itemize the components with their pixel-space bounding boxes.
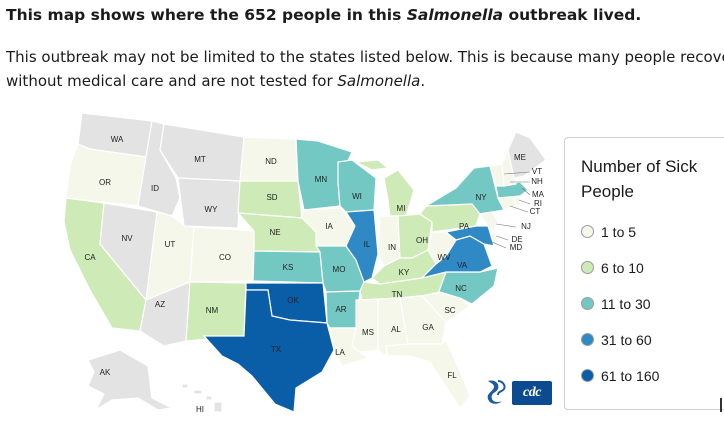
- state-label-OR: OR: [99, 178, 111, 187]
- state-label-TN: TN: [392, 290, 403, 299]
- state-label-MT: MT: [194, 155, 206, 164]
- state-label-SC: SC: [444, 306, 455, 315]
- state-label-KY: KY: [399, 268, 410, 277]
- legend-item-4: 31 to 60: [581, 331, 724, 348]
- state-label-KS: KS: [283, 263, 294, 272]
- state-label-FL: FL: [447, 371, 457, 380]
- state-label-CA: CA: [84, 253, 96, 262]
- heading-organism: Salmonella: [406, 6, 504, 24]
- legend-title: Number of Sick People: [581, 157, 698, 201]
- state-label-NE: NE: [269, 228, 280, 237]
- state-label-MA: MA: [532, 190, 545, 199]
- state-label-AK: AK: [100, 368, 111, 377]
- legend-item-5: 61 to 160: [581, 367, 724, 384]
- legend-swatch-2: [581, 261, 594, 274]
- legend-label-3: 11 to 30: [601, 295, 651, 312]
- note-organism: Salmonella: [337, 72, 421, 90]
- state-TX[interactable]: [202, 289, 335, 413]
- note-line-2-suffix: .: [420, 72, 426, 90]
- state-label-MN: MN: [315, 175, 328, 184]
- state-label-UT: UT: [165, 240, 176, 249]
- state-label-NC: NC: [455, 284, 467, 293]
- legend-label-5: 61 to 160: [601, 367, 660, 384]
- state-label-OH: OH: [416, 236, 428, 245]
- state-SC[interactable]: [420, 291, 472, 323]
- state-label-NJ: NJ: [521, 222, 531, 231]
- state-GA[interactable]: [399, 295, 447, 345]
- state-label-NM: NM: [206, 306, 219, 315]
- state-label-CO: CO: [219, 253, 231, 262]
- state-label-OK: OK: [287, 296, 299, 305]
- legend-item-1: 1 to 5: [581, 223, 724, 240]
- state-MD[interactable]: [444, 225, 495, 247]
- state-label-SD: SD: [266, 193, 277, 202]
- us-outbreak-map: WA OR CA NV ID MT WY UT AZ CO NM ND SD N…: [63, 112, 547, 414]
- legend-swatch-3: [581, 297, 594, 310]
- hhs-eagle-logo: [487, 380, 506, 404]
- state-label-GA: GA: [422, 323, 434, 332]
- state-label-VA: VA: [457, 261, 468, 270]
- state-IN[interactable]: [377, 215, 401, 267]
- state-label-NH: NH: [531, 177, 543, 186]
- heading-suffix: outbreak lived.: [503, 6, 642, 24]
- state-label-HI: HI: [196, 405, 204, 414]
- state-label-IN: IN: [388, 243, 396, 252]
- heading-prefix: This map shows where the 652 people in t…: [6, 6, 407, 24]
- state-label-PA: PA: [459, 222, 470, 231]
- state-label-WA: WA: [111, 135, 124, 144]
- legend-item-3: 11 to 30: [581, 295, 724, 312]
- state-label-MS: MS: [362, 328, 374, 337]
- map-legend: Number of Sick People 1 to 5 6 to 10 11 …: [564, 137, 724, 410]
- state-WY[interactable]: [177, 177, 241, 229]
- state-MS[interactable]: [351, 298, 379, 353]
- legend-label-4: 31 to 60: [601, 331, 652, 348]
- state-FL[interactable]: [385, 338, 471, 410]
- state-label-AR: AR: [335, 305, 346, 314]
- state-label-RI: RI: [534, 199, 542, 208]
- state-label-AZ: AZ: [155, 300, 165, 309]
- state-label-ME: ME: [514, 153, 526, 162]
- state-label-IA: IA: [325, 222, 333, 231]
- state-NJ[interactable]: [478, 211, 499, 236]
- label-leader-lines: [491, 171, 531, 249]
- note-line-2-prefix: without medical care and are not tested …: [6, 72, 338, 90]
- state-label-ID: ID: [151, 184, 159, 193]
- state-label-NY: NY: [475, 193, 487, 202]
- outbreak-note: This outbreak may not be limited to the …: [6, 45, 724, 93]
- state-label-MI: MI: [397, 204, 406, 213]
- state-label-WI: WI: [352, 192, 362, 201]
- state-label-IL: IL: [364, 240, 371, 249]
- map-heading: This map shows where the 652 people in t…: [6, 6, 724, 24]
- state-label-WV: WV: [438, 253, 452, 262]
- state-AK[interactable]: [87, 349, 174, 412]
- state-AZ[interactable]: [139, 281, 191, 347]
- state-label-MO: MO: [333, 265, 346, 274]
- legend-swatch-4: [581, 333, 594, 346]
- state-label-TX: TX: [271, 345, 282, 354]
- legend-swatch-1: [581, 225, 594, 238]
- note-line-1: This outbreak may not be limited to the …: [6, 48, 724, 66]
- legend-swatch-5: [581, 369, 594, 382]
- state-label-CT: CT: [530, 207, 541, 216]
- state-label-VT: VT: [532, 167, 542, 176]
- state-NH[interactable]: [501, 148, 517, 187]
- state-label-ND: ND: [265, 157, 277, 166]
- legend-label-1: 1 to 5: [601, 223, 637, 240]
- state-label-LA: LA: [335, 348, 345, 357]
- state-label-NV: NV: [121, 234, 133, 243]
- cdc-logo-text: cdc: [523, 385, 541, 400]
- state-ME[interactable]: [507, 131, 547, 179]
- cdc-logo: cdc: [512, 381, 552, 405]
- state-label-MD: MD: [510, 243, 523, 252]
- note-line-2: without medical care and are not tested …: [6, 69, 724, 93]
- state-HI[interactable]: [181, 383, 223, 413]
- scroll-edge-mark: [720, 398, 722, 412]
- legend-item-2: 6 to 10: [581, 259, 724, 276]
- state-label-DE: DE: [511, 235, 522, 244]
- state-label-AL: AL: [391, 325, 401, 334]
- state-label-WY: WY: [205, 205, 219, 214]
- legend-label-2: 6 to 10: [601, 259, 644, 276]
